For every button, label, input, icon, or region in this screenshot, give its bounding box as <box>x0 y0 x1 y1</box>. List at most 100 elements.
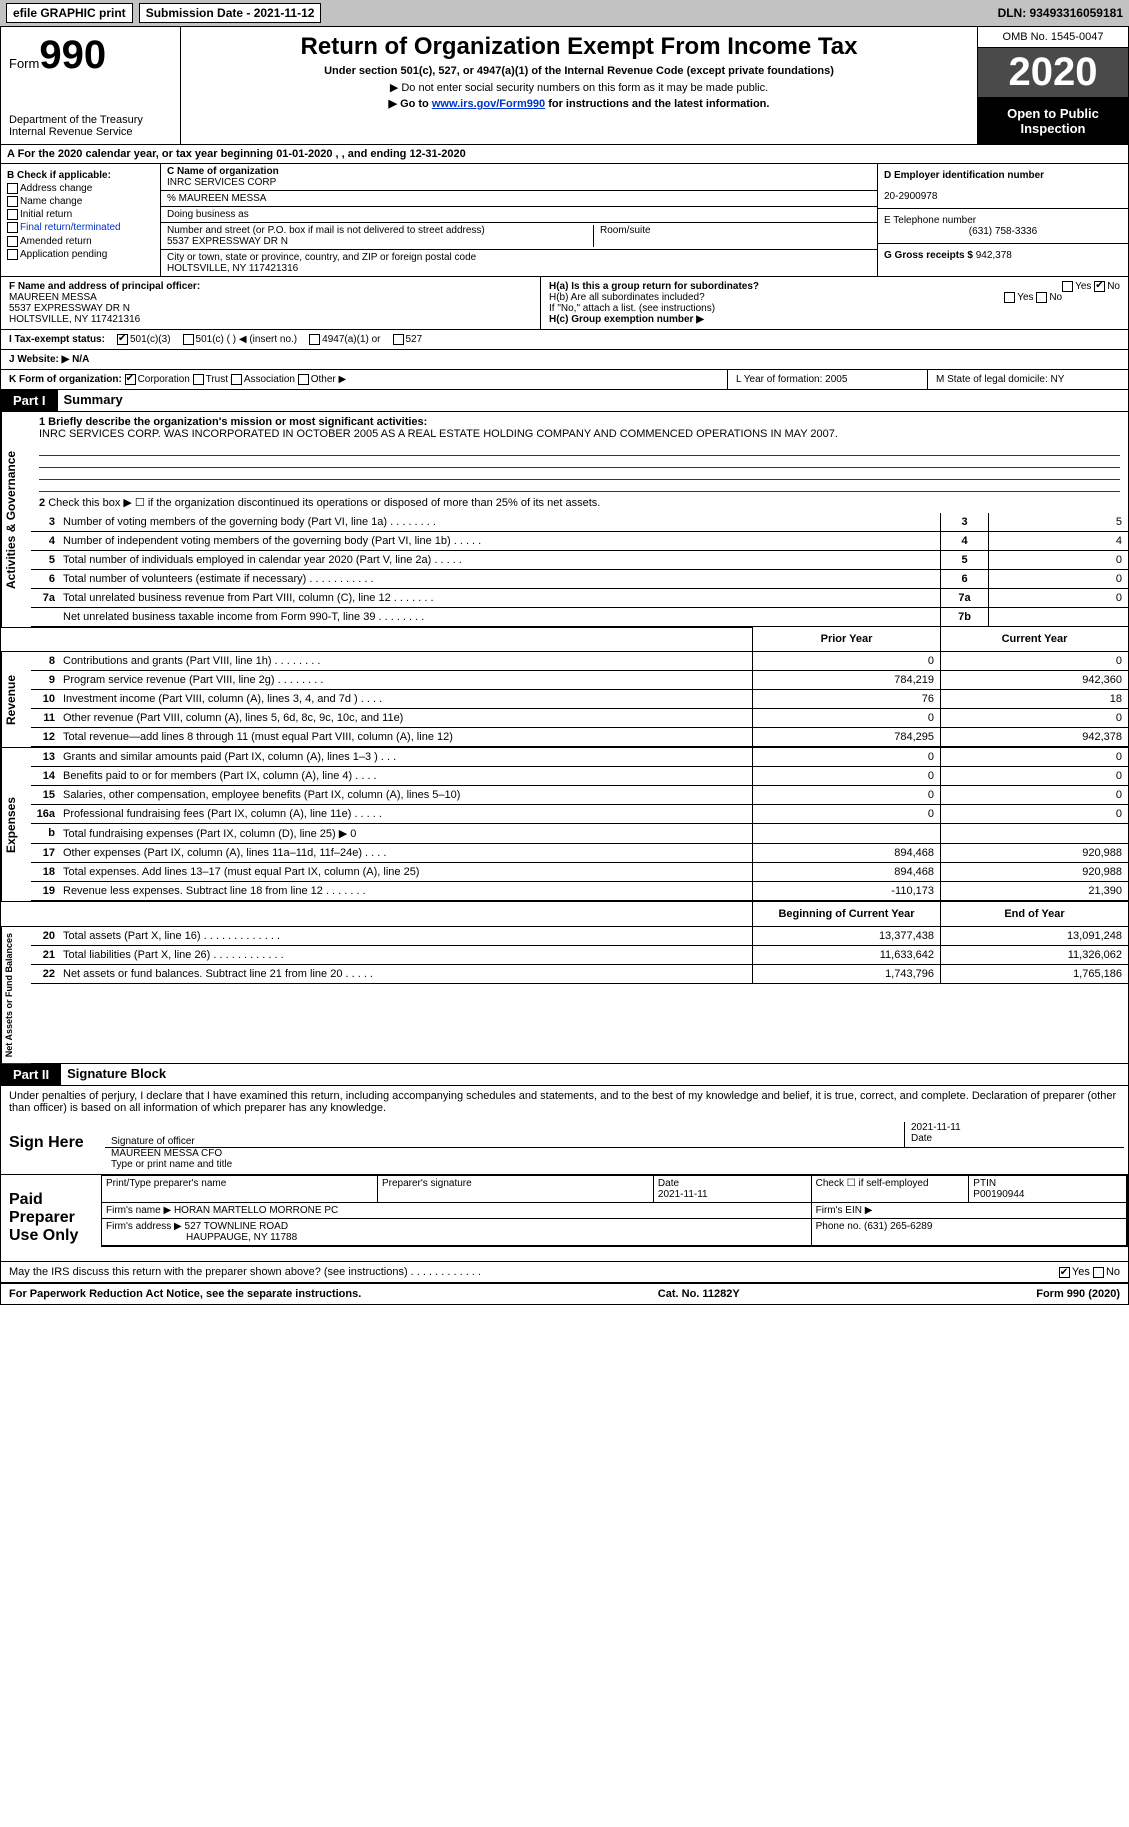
part1-badge: Part I <box>1 390 58 411</box>
table-row: 7aTotal unrelated business revenue from … <box>31 589 1128 608</box>
k-corp[interactable]: Corporation <box>125 374 190 385</box>
table-row: 6Total number of volunteers (estimate if… <box>31 570 1128 589</box>
opt-4947[interactable]: 4947(a)(1) or <box>309 334 380 345</box>
k-label: K Form of organization: <box>9 374 122 385</box>
check-app-pending[interactable]: Application pending <box>7 249 154 260</box>
receipts-block: G Gross receipts $ 942,378 <box>878 244 1128 267</box>
city-row: City or town, state or province, country… <box>161 250 877 276</box>
hc-question: H(c) Group exemption number ▶ <box>549 314 1120 325</box>
footer: For Paperwork Reduction Act Notice, see … <box>1 1283 1128 1304</box>
table-row: bTotal fundraising expenses (Part IX, co… <box>31 824 1128 844</box>
prep-name-label: Print/Type preparer's name <box>102 1176 378 1203</box>
phone-label: E Telephone number <box>884 215 1122 226</box>
city-label: City or town, state or province, country… <box>167 252 476 263</box>
opt-527[interactable]: 527 <box>393 334 423 345</box>
ein-value: 20-2900978 <box>884 191 1122 202</box>
check-address-change[interactable]: Address change <box>7 183 154 194</box>
check-final-return[interactable]: Final return/terminated <box>7 222 154 233</box>
col-c-org-info: C Name of organization INRC SERVICES COR… <box>161 164 878 276</box>
paid-preparer-label: Paid Preparer Use Only <box>1 1175 101 1261</box>
firm-ein-cell: Firm's EIN ▶ <box>812 1203 1127 1219</box>
part2-header-row: Part II Signature Block <box>1 1063 1128 1086</box>
ptin-cell: PTINP00190944 <box>969 1176 1127 1203</box>
row-a-tax-year: A For the 2020 calendar year, or tax yea… <box>1 145 1128 164</box>
check-amended[interactable]: Amended return <box>7 236 154 247</box>
check-initial-return[interactable]: Initial return <box>7 209 154 220</box>
table-row: 19Revenue less expenses. Subtract line 1… <box>31 882 1128 901</box>
table-row: 8Contributions and grants (Part VIII, li… <box>31 652 1128 671</box>
form-990-container: Form990 Department of the Treasury Inter… <box>0 26 1129 1305</box>
footer-mid: Cat. No. 11282Y <box>658 1288 740 1300</box>
table-row: 18Total expenses. Add lines 13–17 (must … <box>31 863 1128 882</box>
ein-label: D Employer identification number <box>884 170 1122 181</box>
note-goto: ▶ Go to www.irs.gov/Form990 for instruct… <box>187 97 971 110</box>
declaration-text: Under penalties of perjury, I declare th… <box>1 1086 1128 1118</box>
discuss-yes-check[interactable] <box>1059 1267 1070 1278</box>
irs-link[interactable]: www.irs.gov/Form990 <box>432 98 545 110</box>
omb-number: OMB No. 1545-0047 <box>978 27 1128 48</box>
addr-row: Number and street (or P.O. box if mail i… <box>161 223 877 250</box>
f-label: F Name and address of principal officer: <box>9 281 532 292</box>
current-year-label: Current Year <box>940 627 1128 651</box>
phone-block: E Telephone number (631) 758-3336 <box>878 209 1128 244</box>
org-name: INRC SERVICES CORP <box>167 177 871 188</box>
prior-current-header: Prior Year Current Year <box>1 627 1128 652</box>
k-assoc[interactable]: Association <box>231 374 295 385</box>
table-row: 17Other expenses (Part IX, column (A), l… <box>31 844 1128 863</box>
officer-name-value: MAUREEN MESSA CFO <box>111 1148 1124 1159</box>
type-name-label: Type or print name and title <box>111 1159 1124 1170</box>
k-trust[interactable]: Trust <box>193 374 228 385</box>
prior-year-label: Prior Year <box>752 627 940 651</box>
sig-officer-label: Signature of officer <box>111 1136 904 1147</box>
side-expenses: Expenses <box>1 748 31 901</box>
table-row: 15Salaries, other compensation, employee… <box>31 786 1128 805</box>
side-revenue: Revenue <box>1 652 31 747</box>
care-of-row: % MAUREEN MESSA <box>161 191 877 207</box>
opt-501c[interactable]: 501(c) ( ) ◀ (insert no.) <box>183 334 298 345</box>
table-row: 22Net assets or fund balances. Subtract … <box>31 965 1128 984</box>
row-j-website: J Website: ▶ N/A <box>1 350 1128 370</box>
prep-sig-label: Preparer's signature <box>378 1176 654 1203</box>
f-name: MAUREEN MESSA <box>9 292 532 303</box>
efile-print-button[interactable]: efile GRAPHIC print <box>6 3 133 23</box>
row-h: H(a) Is this a group return for subordin… <box>541 277 1128 329</box>
begin-end-header: Beginning of Current Year End of Year <box>1 901 1128 927</box>
room-suite-label: Room/suite <box>593 225 651 247</box>
q1-label: 1 Briefly describe the organization's mi… <box>39 416 1120 428</box>
discuss-no-check[interactable] <box>1093 1267 1104 1278</box>
blank-line-1 <box>39 444 1120 456</box>
city-value: HOLTSVILLE, NY 117421316 <box>167 263 476 274</box>
opt-501c3[interactable]: 501(c)(3) <box>117 334 171 345</box>
col-d-ein-phone: D Employer identification number 20-2900… <box>878 164 1128 276</box>
firm-addr-cell: Firm's address ▶ 527 TOWNLINE ROAD HAUPP… <box>102 1219 812 1246</box>
row-f: F Name and address of principal officer:… <box>1 277 541 329</box>
note-post: for instructions and the latest informat… <box>545 98 769 110</box>
hb-note: If "No," attach a list. (see instruction… <box>549 303 1120 314</box>
expenses-section: Expenses 13Grants and similar amounts pa… <box>1 747 1128 901</box>
table-row: 11Other revenue (Part VIII, column (A), … <box>31 709 1128 728</box>
addr-value: 5537 EXPRESSWAY DR N <box>167 236 587 247</box>
addr-label: Number and street (or P.O. box if mail i… <box>167 225 587 236</box>
blank-line-3 <box>39 468 1120 480</box>
q1-text: INRC SERVICES CORP. WAS INCORPORATED IN … <box>39 428 1120 440</box>
form-subtitle: Under section 501(c), 527, or 4947(a)(1)… <box>187 65 971 77</box>
netassets-section: Net Assets or Fund Balances 20Total asse… <box>1 927 1128 1063</box>
col-b-checkboxes: B Check if applicable: Address change Na… <box>1 164 161 276</box>
f-addr2: HOLTSVILLE, NY 117421316 <box>9 314 532 325</box>
row-k: K Form of organization: Corporation Trus… <box>1 370 728 390</box>
dept-treasury-label: Department of the Treasury Internal Reve… <box>9 114 172 138</box>
k-other[interactable]: Other ▶ <box>298 374 346 385</box>
tax-year: 2020 <box>978 48 1128 98</box>
submission-date-button[interactable]: Submission Date - 2021-11-12 <box>139 3 322 23</box>
org-name-row: C Name of organization INRC SERVICES COR… <box>161 164 877 191</box>
self-emp-cell: Check ☐ if self-employed <box>812 1176 970 1203</box>
paid-preparer-row: Paid Preparer Use Only Print/Type prepar… <box>1 1175 1128 1262</box>
col-b-title: B Check if applicable: <box>7 170 154 181</box>
dba-row: Doing business as <box>161 207 877 223</box>
part1-title: Summary <box>58 390 129 411</box>
part1-header-row: Part I Summary <box>1 390 1128 412</box>
sign-here-row: Sign Here Signature of officer 2021-11-1… <box>1 1118 1128 1175</box>
header-left: Form990 Department of the Treasury Inter… <box>1 27 181 144</box>
check-name-change[interactable]: Name change <box>7 196 154 207</box>
table-row: 4Number of independent voting members of… <box>31 532 1128 551</box>
